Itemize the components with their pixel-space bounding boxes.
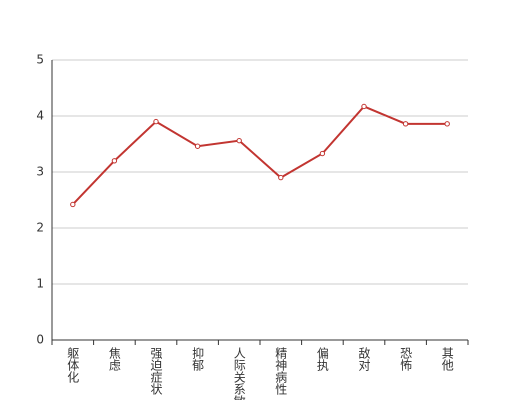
point [153, 118, 159, 125]
x-tick-label: 人际关系敏感 [232, 347, 246, 400]
point [319, 150, 326, 157]
y-tick-label: 5 [36, 53, 44, 67]
point [278, 174, 284, 181]
x-tick-label: 强迫症状 [149, 347, 163, 395]
x-tick-label: 偏执 [315, 346, 329, 372]
x-tick-label: 抑郁 [191, 346, 205, 372]
x-tick-label: 恐怖 [399, 347, 413, 371]
y-tick-label: 2 [36, 221, 44, 235]
x-tick-label: 躯体化 [66, 346, 80, 384]
x-tick-label: 焦虑 [107, 347, 121, 371]
y-tick-label: 1 [36, 277, 44, 291]
x-tick-label: 精神病性 [274, 347, 288, 396]
y-tick-label: 4 [36, 109, 44, 123]
point [194, 143, 201, 149]
x-tick-label: 其他 [440, 347, 454, 371]
line [72, 105, 448, 206]
point [111, 158, 118, 164]
point [361, 103, 367, 110]
point [236, 137, 242, 144]
point [402, 121, 409, 127]
y-tick-label: 0 [36, 333, 44, 347]
point [444, 121, 450, 127]
point [70, 201, 76, 208]
y-tick-label: 3 [36, 165, 44, 179]
x-tick-label: 敌对 [357, 346, 371, 371]
